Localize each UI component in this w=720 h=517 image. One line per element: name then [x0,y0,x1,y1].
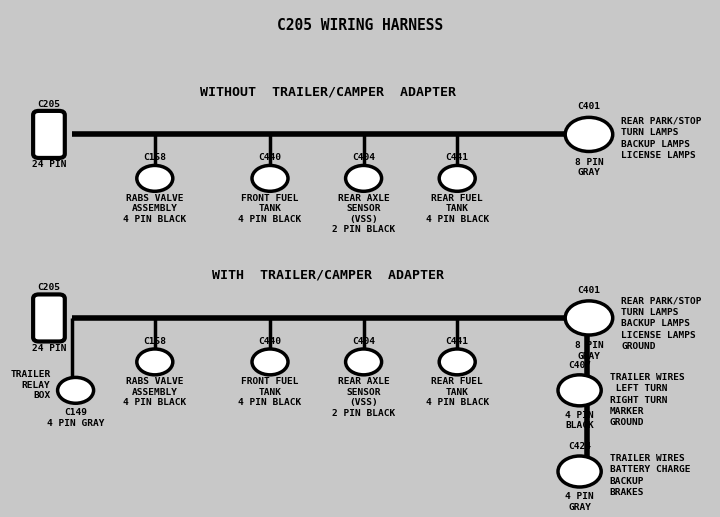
Text: C404: C404 [352,337,375,346]
Text: C158: C158 [143,337,166,346]
Text: GROUND: GROUND [621,342,656,351]
Text: C404: C404 [352,154,375,162]
Text: 4 PIN
BLACK: 4 PIN BLACK [565,411,594,431]
Text: TURN LAMPS: TURN LAMPS [621,128,679,138]
Circle shape [346,349,382,375]
Circle shape [252,349,288,375]
Text: 24 PIN: 24 PIN [32,160,66,169]
Text: FRONT FUEL
TANK
4 PIN BLACK: FRONT FUEL TANK 4 PIN BLACK [238,194,302,224]
Text: C440: C440 [258,154,282,162]
Text: LEFT TURN: LEFT TURN [610,384,667,393]
Circle shape [558,375,601,406]
Text: 8 PIN
GRAY: 8 PIN GRAY [575,158,603,177]
Text: TRAILER WIRES: TRAILER WIRES [610,454,685,463]
Circle shape [346,165,382,191]
Text: C401: C401 [577,286,600,295]
Text: WITH  TRAILER/CAMPER  ADAPTER: WITH TRAILER/CAMPER ADAPTER [212,269,444,282]
Text: MARKER: MARKER [610,407,644,416]
Text: C424: C424 [568,442,591,451]
Text: C149
4 PIN GRAY: C149 4 PIN GRAY [47,408,104,428]
Text: 8 PIN
GRAY: 8 PIN GRAY [575,341,603,361]
Text: BACKUP: BACKUP [610,477,644,486]
Text: LICENSE LAMPS: LICENSE LAMPS [621,151,696,160]
Circle shape [565,301,613,335]
Text: BACKUP LAMPS: BACKUP LAMPS [621,319,690,328]
Text: C440: C440 [258,337,282,346]
Text: GROUND: GROUND [610,418,644,428]
Text: REAR FUEL
TANK
4 PIN BLACK: REAR FUEL TANK 4 PIN BLACK [426,377,489,407]
Text: C158: C158 [143,154,166,162]
Circle shape [58,377,94,403]
Text: REAR FUEL
TANK
4 PIN BLACK: REAR FUEL TANK 4 PIN BLACK [426,194,489,224]
Circle shape [137,165,173,191]
Text: TRAILER
RELAY
BOX: TRAILER RELAY BOX [10,370,50,400]
Text: C401: C401 [577,102,600,111]
FancyBboxPatch shape [33,295,65,341]
Text: REAR PARK/STOP: REAR PARK/STOP [621,296,702,306]
Text: C205: C205 [37,283,60,292]
Text: FRONT FUEL
TANK
4 PIN BLACK: FRONT FUEL TANK 4 PIN BLACK [238,377,302,407]
Circle shape [252,165,288,191]
Text: RIGHT TURN: RIGHT TURN [610,396,667,405]
Text: REAR PARK/STOP: REAR PARK/STOP [621,117,702,126]
Text: C205 WIRING HARNESS: C205 WIRING HARNESS [277,18,443,33]
Circle shape [137,349,173,375]
Text: LICENSE LAMPS: LICENSE LAMPS [621,330,696,340]
Text: RABS VALVE
ASSEMBLY
4 PIN BLACK: RABS VALVE ASSEMBLY 4 PIN BLACK [123,377,186,407]
Text: TRAILER WIRES: TRAILER WIRES [610,373,685,382]
Text: BRAKES: BRAKES [610,488,644,497]
Circle shape [558,456,601,487]
Text: TURN LAMPS: TURN LAMPS [621,308,679,317]
Text: WITHOUT  TRAILER/CAMPER  ADAPTER: WITHOUT TRAILER/CAMPER ADAPTER [199,85,456,98]
Text: C205: C205 [37,100,60,109]
Circle shape [439,165,475,191]
Circle shape [439,349,475,375]
Text: REAR AXLE
SENSOR
(VSS)
2 PIN BLACK: REAR AXLE SENSOR (VSS) 2 PIN BLACK [332,194,395,234]
Text: BACKUP LAMPS: BACKUP LAMPS [621,140,690,149]
Text: REAR AXLE
SENSOR
(VSS)
2 PIN BLACK: REAR AXLE SENSOR (VSS) 2 PIN BLACK [332,377,395,418]
Text: C441: C441 [446,154,469,162]
Text: 24 PIN: 24 PIN [32,343,66,353]
FancyBboxPatch shape [33,111,65,158]
Text: RABS VALVE
ASSEMBLY
4 PIN BLACK: RABS VALVE ASSEMBLY 4 PIN BLACK [123,194,186,224]
Text: BATTERY CHARGE: BATTERY CHARGE [610,465,690,475]
Circle shape [565,117,613,151]
Text: C441: C441 [446,337,469,346]
Text: 4 PIN
GRAY: 4 PIN GRAY [565,492,594,512]
Text: C407: C407 [568,361,591,370]
